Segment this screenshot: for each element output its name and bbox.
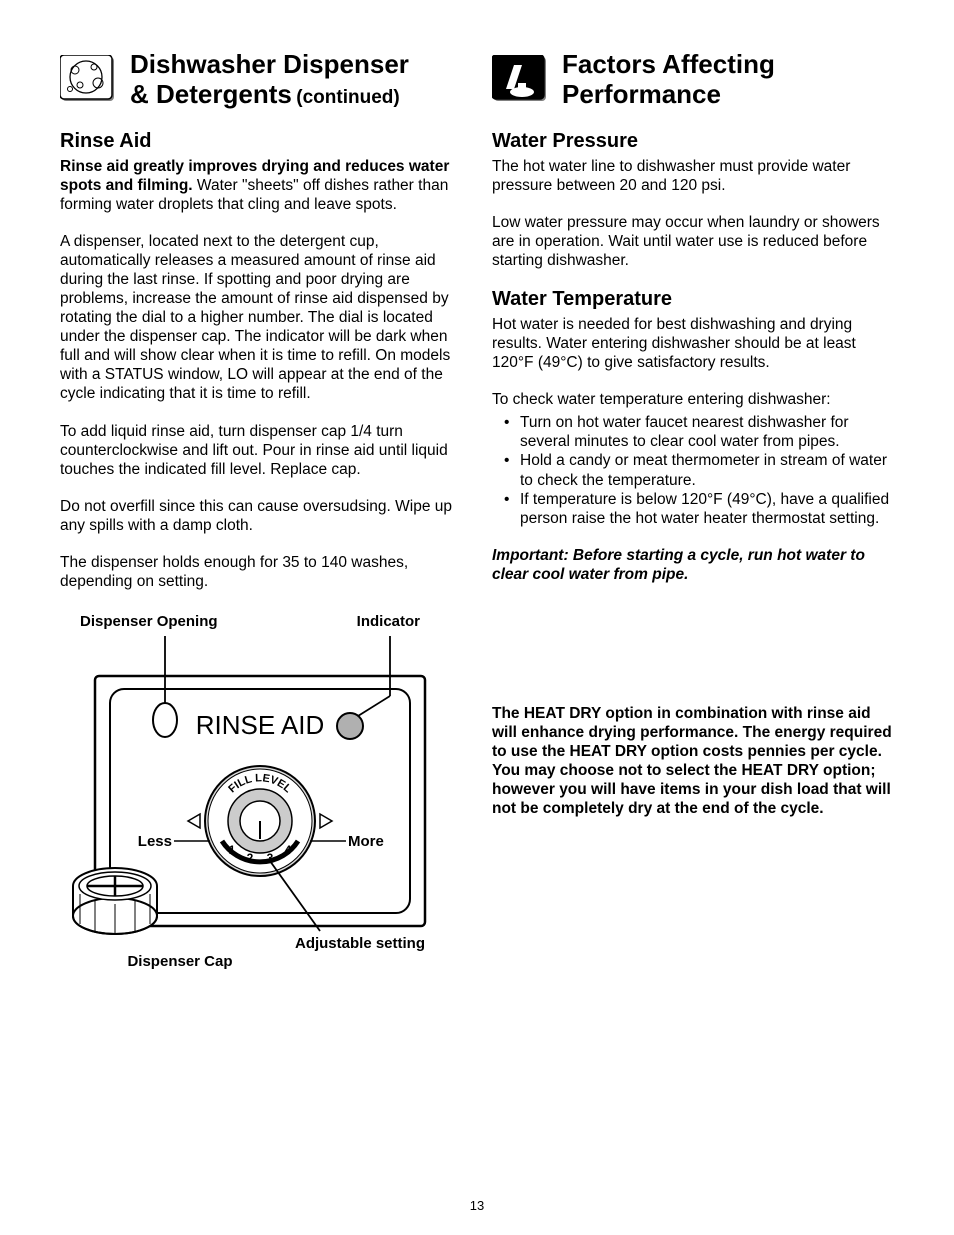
label-more: More: [348, 833, 384, 850]
rinse-aid-heading: Rinse Aid: [60, 130, 462, 153]
water-pressure-para1: The hot water line to dishwasher must pr…: [492, 157, 894, 195]
label-dispenser-opening: Dispenser Opening: [80, 613, 218, 630]
dishwasher-icon: [60, 55, 118, 105]
svg-text:2: 2: [247, 851, 254, 865]
right-column: Factors Affecting Performance Water Pres…: [492, 50, 894, 976]
right-title-block: Factors Affecting Performance: [562, 50, 775, 110]
performance-icon: [492, 55, 550, 105]
left-column: Dishwasher Dispenser & Detergents (conti…: [60, 50, 462, 976]
dispenser-cap-drawing: [73, 868, 157, 934]
label-dispenser-cap: Dispenser Cap: [127, 953, 232, 970]
label-indicator: Indicator: [357, 613, 420, 630]
rinse-aid-para4: Do not overfill since this can cause ove…: [60, 497, 462, 535]
rinse-aid-diagram: Dispenser Opening Indicator RINSE AID: [60, 613, 450, 976]
bullet-item: Hold a candy or meat thermometer in stre…: [504, 451, 894, 489]
water-temp-bullets: Turn on hot water faucet nearest dishwas…: [492, 413, 894, 527]
rinse-aid-para1: Rinse aid greatly improves drying and re…: [60, 157, 462, 214]
water-temp-heading: Water Temperature: [492, 288, 894, 311]
label-less: Less: [138, 833, 172, 850]
rinse-aid-para5: The dispenser holds enough for 35 to 140…: [60, 553, 462, 591]
page-number: 13: [0, 1198, 954, 1213]
left-title-line2: & Detergents (continued): [130, 80, 409, 110]
water-pressure-heading: Water Pressure: [492, 130, 894, 153]
svg-text:3: 3: [267, 851, 274, 865]
heat-dry-note: The HEAT DRY option in combination with …: [492, 704, 894, 818]
diagram-svg: RINSE AID FILL LEVEL 1 2 3 4: [60, 636, 450, 976]
bullet-item: If temperature is below 120°F (49°C), ha…: [504, 490, 894, 528]
rinse-aid-para3: To add liquid rinse aid, turn dispenser …: [60, 422, 462, 479]
left-title-block: Dishwasher Dispenser & Detergents (conti…: [130, 50, 409, 110]
rinse-aid-para2: A dispenser, located next to the deterge…: [60, 232, 462, 404]
diagram-title: RINSE AID: [196, 710, 325, 740]
svg-text:1: 1: [229, 843, 236, 857]
water-pressure-para2: Low water pressure may occur when laundr…: [492, 213, 894, 270]
label-adjustable: Adjustable setting: [295, 935, 425, 952]
water-temp-para2: To check water temperature entering dish…: [492, 390, 894, 409]
right-title-line2: Performance: [562, 80, 775, 110]
right-title-line1: Factors Affecting: [562, 50, 775, 80]
important-note: Important: Before starting a cycle, run …: [492, 546, 894, 584]
diagram-top-labels: Dispenser Opening Indicator: [60, 613, 450, 630]
bullet-item: Turn on hot water faucet nearest dishwas…: [504, 413, 894, 451]
left-header: Dishwasher Dispenser & Detergents (conti…: [60, 50, 462, 110]
svg-text:4: 4: [285, 843, 292, 857]
water-temp-para1: Hot water is needed for best dishwashing…: [492, 315, 894, 372]
right-header: Factors Affecting Performance: [492, 50, 894, 110]
left-title-line1: Dishwasher Dispenser: [130, 50, 409, 80]
